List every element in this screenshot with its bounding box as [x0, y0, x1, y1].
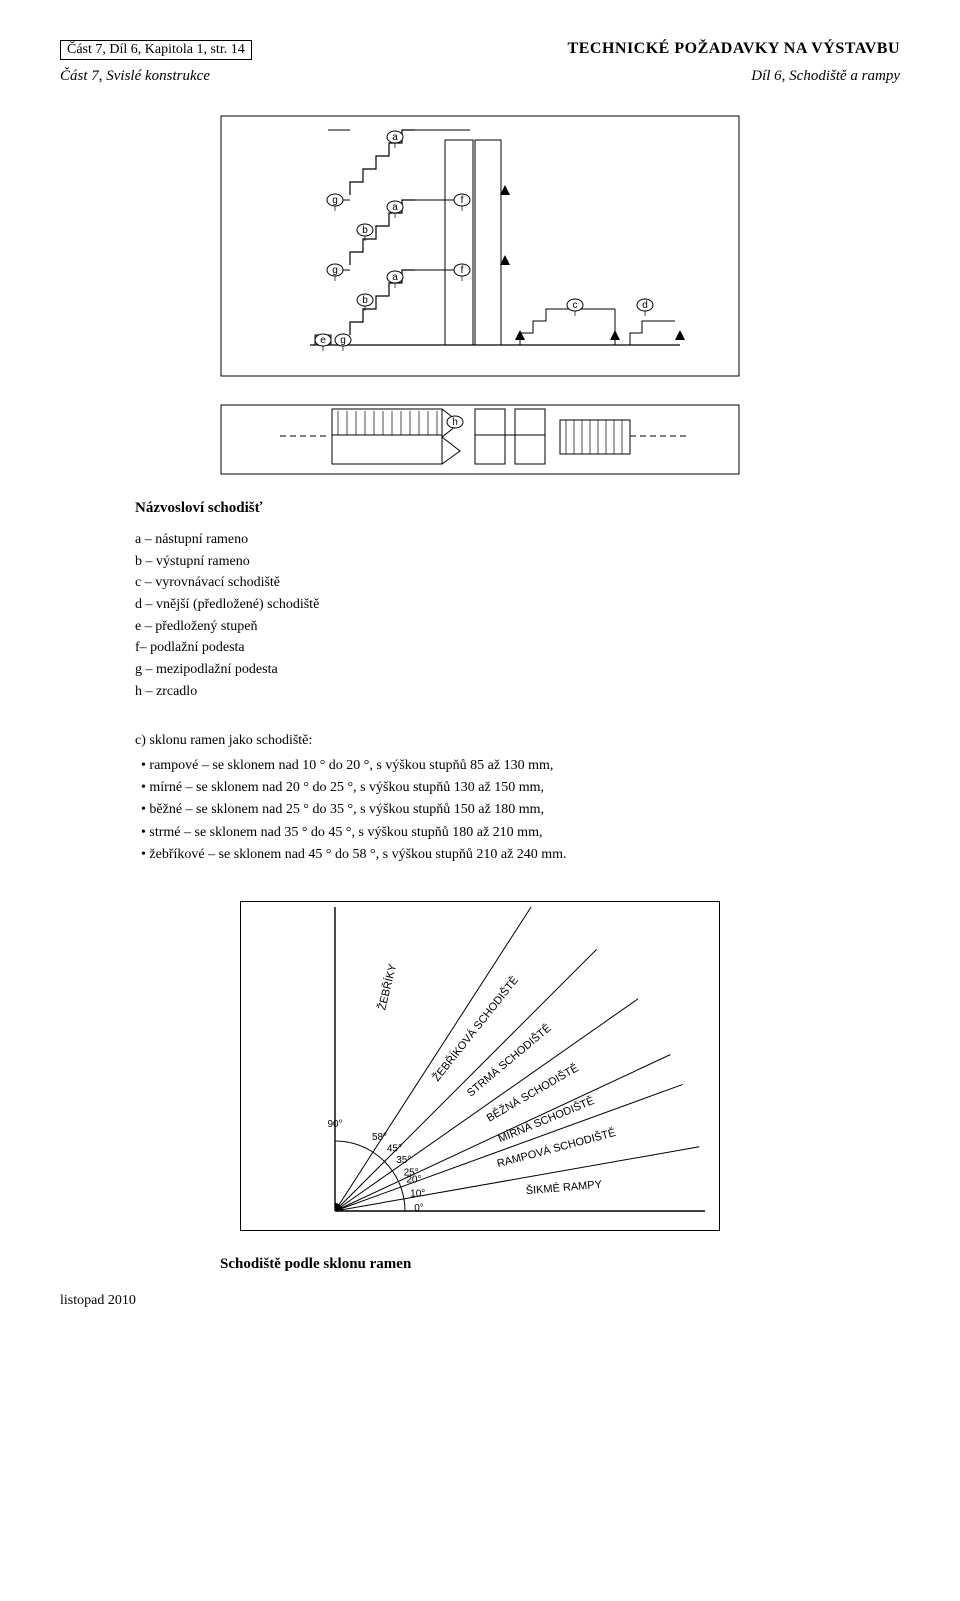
section-c-heading: c) sklonu ramen jako schodiště: — [135, 733, 900, 749]
svg-text:0°: 0° — [414, 1203, 424, 1214]
slope-item: rampové – se sklonem nad 10 ° do 20 °, s… — [155, 755, 900, 777]
svg-text:g: g — [332, 265, 338, 276]
slope-item: mírné – se sklonem nad 20 ° do 25 °, s v… — [155, 777, 900, 799]
svg-text:10°: 10° — [410, 1189, 425, 1200]
svg-text:ŠIKMÉ RAMPY: ŠIKMÉ RAMPY — [525, 1178, 603, 1198]
svg-text:f: f — [461, 195, 464, 206]
svg-text:a: a — [392, 202, 398, 213]
legend-line: g – mezipodlažní podesta — [135, 659, 900, 681]
page-subheader: Část 7, Svislé konstrukce Díl 6, Schodiš… — [60, 68, 900, 85]
svg-text:c: c — [573, 300, 578, 311]
subheader-right: Díl 6, Schodiště a rampy — [751, 68, 900, 85]
svg-text:h: h — [452, 417, 458, 428]
svg-text:35°: 35° — [396, 1155, 411, 1166]
slope-classification-list: rampové – se sklonem nad 10 ° do 20 °, s… — [155, 755, 900, 867]
svg-text:b: b — [362, 295, 368, 306]
page-header: Část 7, Díl 6, Kapitola 1, str. 14 TECHN… — [60, 40, 900, 60]
legend-line: a – nástupní rameno — [135, 529, 900, 551]
svg-text:45°: 45° — [387, 1144, 402, 1155]
svg-text:f: f — [461, 265, 464, 276]
svg-text:ŽEBŘÍKY: ŽEBŘÍKY — [375, 962, 399, 1011]
svg-text:g: g — [340, 335, 346, 346]
diagram2-caption: Schodiště podle sklonu ramen — [220, 1256, 900, 1273]
header-left-box: Část 7, Díl 6, Kapitola 1, str. 14 — [60, 40, 252, 60]
svg-text:25°: 25° — [404, 1168, 419, 1179]
svg-text:a: a — [392, 272, 398, 283]
slope-item: běžné – se sklonem nad 25 ° do 35 °, s v… — [155, 799, 900, 821]
legend-line: b – výstupní rameno — [135, 551, 900, 573]
legend-line: h – zrcadlo — [135, 681, 900, 703]
diagram1-caption: Názvosloví schodišť — [135, 500, 900, 517]
legend-line: d – vnější (předložené) schodiště — [135, 594, 900, 616]
slope-fan-diagram: 0°10°20°25°35°45°58°90°ŠIKMÉ RAMPYRAMPOV… — [240, 901, 720, 1231]
subheader-left: Část 7, Svislé konstrukce — [60, 68, 210, 85]
svg-text:b: b — [362, 225, 368, 236]
legend-line: c – vyrovnávací schodiště — [135, 572, 900, 594]
header-right-title: TECHNICKÉ POŽADAVKY NA VÝSTAVBU — [568, 40, 900, 58]
svg-text:a: a — [392, 132, 398, 143]
svg-text:e: e — [320, 335, 326, 346]
svg-text:d: d — [642, 300, 648, 311]
footer-date: listopad 2010 — [60, 1293, 900, 1309]
svg-text:g: g — [332, 195, 338, 206]
legend-line: e – předložený stupeň — [135, 616, 900, 638]
staircase-elevation-diagram: e g b a g b a g a f f c d h — [220, 115, 740, 475]
svg-text:58°: 58° — [372, 1132, 387, 1143]
slope-item: žebříkové – se sklonem nad 45 ° do 58 °,… — [155, 844, 900, 866]
terminology-legend: a – nástupní ramenob – výstupní ramenoc … — [135, 529, 900, 703]
legend-line: f– podlažní podesta — [135, 637, 900, 659]
svg-text:90°: 90° — [327, 1119, 342, 1130]
slope-item: strmé – se sklonem nad 35 ° do 45 °, s v… — [155, 822, 900, 844]
